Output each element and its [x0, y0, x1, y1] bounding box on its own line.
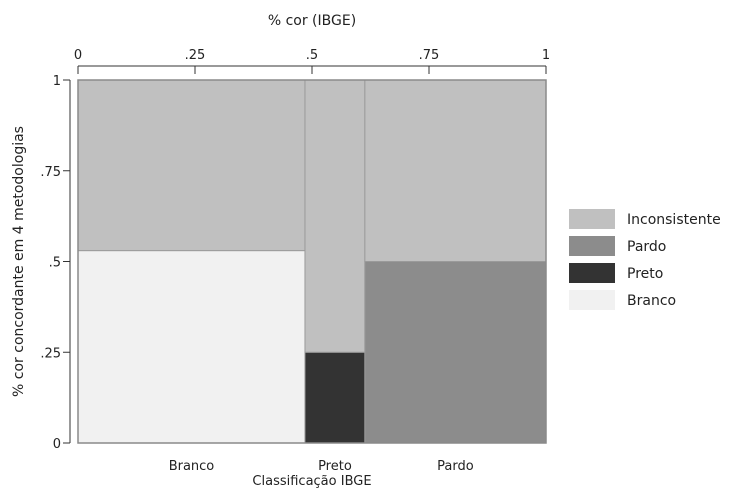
legend-swatch-inconsistente [569, 209, 615, 229]
legend-label-pardo: Pardo [627, 239, 666, 255]
mosaic-tile-pardo-inconsistente [364, 79, 547, 262]
y-axis-title: % cor concordante em 4 metodologias [11, 126, 27, 397]
top-tick-label: 1 [542, 48, 550, 63]
top-tick-label: .75 [419, 48, 440, 63]
mosaic-tile-branco-branco [77, 250, 306, 444]
legend-label-branco: Branco [627, 293, 676, 309]
mosaic-tile-pardo-pardo [364, 261, 547, 444]
mosaic-tile-preto-inconsistente [304, 79, 366, 353]
legend-swatch-pardo [569, 236, 615, 256]
top-tick-label: 0 [74, 48, 82, 63]
y-tick-label: 0 [53, 437, 61, 452]
mosaic-tile-preto-preto [304, 351, 366, 444]
legend-swatch-branco [569, 290, 615, 310]
y-tick-label: 1 [53, 74, 61, 89]
category-label-pardo: Pardo [437, 459, 474, 474]
legend-label-preto: Preto [627, 266, 663, 282]
y-tick-label: .25 [40, 346, 61, 361]
mosaic-tile-branco-inconsistente [77, 79, 306, 252]
category-label-branco: Branco [169, 459, 215, 474]
top-axis-title: % cor (IBGE) [268, 13, 356, 29]
category-label-preto: Preto [318, 459, 352, 474]
y-tick-label: .5 [49, 256, 61, 271]
plot-border [77, 79, 547, 444]
top-tick-label: .25 [185, 48, 206, 63]
legend-swatch-preto [569, 263, 615, 283]
y-tick-label: .75 [40, 165, 61, 180]
legend-label-inconsistente: Inconsistente [627, 212, 721, 228]
top-tick-label: .5 [306, 48, 318, 63]
x-axis-title: Classificação IBGE [252, 474, 371, 489]
